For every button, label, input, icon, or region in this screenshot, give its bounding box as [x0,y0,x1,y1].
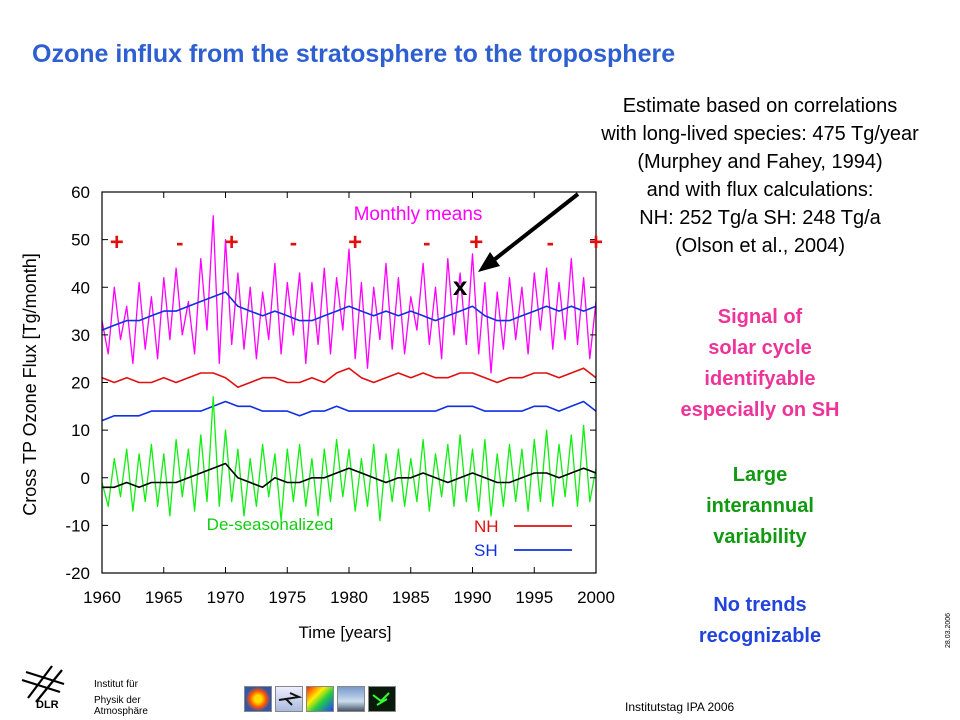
x-tick-label: 1965 [145,588,183,607]
solar-sign-minus: - [290,230,297,255]
aircraft-thumbnail-icon [275,686,303,712]
solar-sign-plus: + [348,229,362,256]
x-axis-label: Time [years] [299,623,392,642]
note-line: Signal of [717,306,803,328]
y-tick-label: -20 [65,564,90,583]
logo-text: DLR [36,699,59,708]
x-tick-label: 1975 [268,588,306,607]
series-line-monthly-mean [101,291,597,331]
dlr-logo-icon: DLR [21,665,65,708]
page-title: Ozone influx from the stratosphere to th… [32,40,676,68]
y-tick-label: 60 [71,183,90,202]
note-line: recognizable [698,625,822,647]
institute-line: Atmosphäre [94,706,148,717]
x-tick-label: 1970 [207,588,245,607]
y-tick-label: 0 [81,469,90,488]
trend-note: No trends recognizable [610,590,910,652]
note-line: Large [732,464,788,486]
x-tick-label: 1980 [330,588,368,607]
x-tick-label: 2000 [577,588,615,607]
monthly-means-label: Monthly means [354,204,483,225]
map-thumbnail-icon [306,686,334,712]
note-line: variability [713,526,807,548]
y-tick-label: -10 [65,516,90,535]
solar-sign-plus: + [110,229,124,256]
series-line-sh [101,400,597,422]
series-line-deseason-mean [102,462,597,489]
date-stamp: 28.03.2006 [945,612,952,648]
solar-sign-plus: + [589,229,603,256]
y-tick-label: 40 [71,278,90,297]
y-axis-label: Cross TP Ozone Flux [Tg/month] [20,253,40,515]
series-layer [101,215,597,522]
y-tick-label: 30 [71,326,90,345]
solar-signal-note: Signal of solar cycle identifyable espec… [610,302,910,426]
globe-thumbnail-icon [244,686,272,712]
solar-sign-plus: + [225,229,239,256]
note-line: especially on SH [680,399,840,421]
note-line: interannual [706,495,814,517]
y-tick-label: 20 [71,374,90,393]
y-tick-label: 50 [71,231,90,250]
estimate-line: NH: 252 Tg/a SH: 248 Tg/a [639,207,881,229]
estimate-line: (Murphey and Fahey, 1994) [637,151,883,173]
estimate-line: (Olson et al., 2004) [674,235,846,257]
axis-layer: 1960 1965 1970 1975 1980 1985 1990 1995 2000-20-… [20,183,615,642]
estimate-note: Estimate based on correlations with long… [530,92,960,260]
estimate-line: with long-lived species: 475 Tg/year [601,123,919,145]
deseasonalized-label: De-seasonalized [207,515,334,534]
solar-sign-minus: - [176,230,183,255]
estimate-line: Estimate based on correlations [622,95,898,117]
x-tick-label: 1960 [83,588,121,607]
solar-sign-minus: - [423,230,430,255]
note-line: solar cycle [708,337,812,359]
institute-line: Physik der [94,695,141,706]
series-line-deseason [101,396,597,522]
note-line: No trends [713,594,807,616]
solar-sign-minus: - [547,230,554,255]
event-name: Institutstag IPA 2006 [625,700,735,714]
estimate-arrow-shaft [488,192,580,265]
institute-name: Institut für Physik der Atmosphäre [94,679,148,717]
institute-line: Institut für [94,679,138,690]
estimate-arrow-head-icon [478,252,500,272]
variability-note: Large interannual variability [610,460,910,553]
y-tick-label: 10 [71,421,90,440]
estimate-marker: x [453,271,468,301]
ozone-flux-chart: 1960 1965 1970 1975 1980 1985 1990 1995 2000-20-… [20,183,615,642]
note-line: identifyable [704,368,816,390]
series-line-nh [101,367,597,389]
x-tick-label: 1985 [392,588,430,607]
solar-sign-plus: + [469,229,483,256]
estimate-line: and with flux calculations: [646,179,874,201]
legend-label: NH [474,517,499,536]
legend-label: SH [474,541,498,560]
sky-thumbnail-icon [337,686,365,712]
satellite-thumbnail-icon [368,686,396,712]
x-tick-label: 1990 [454,588,492,607]
x-tick-label: 1995 [515,588,553,607]
